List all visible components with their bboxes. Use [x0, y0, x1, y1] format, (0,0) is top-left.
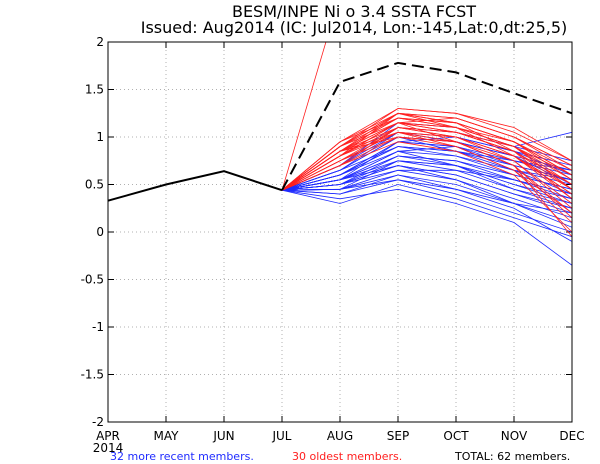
footer-recent-members: 32 more recent members. — [110, 450, 254, 463]
oldest-member-line — [281, 122, 572, 191]
recent-member-line — [281, 141, 572, 191]
observed-line — [107, 170, 283, 202]
footer-oldest-members: 30 oldest members. — [292, 450, 402, 463]
plot-frame — [107, 41, 573, 423]
y-tick-label: -1.5 — [81, 368, 104, 382]
y-tick-label: 1.5 — [85, 83, 104, 97]
recent-member-line — [281, 160, 572, 209]
chart-subtitle: Issued: Aug2014 (IC: Jul2014, Lon:-145,L… — [141, 18, 568, 37]
oldest-member-line — [281, 117, 572, 191]
recent-member-line — [281, 174, 572, 223]
x-axis-ticks: APR MAY JUN JUL AUG SEP OCT NOV DEC 2014 — [93, 42, 585, 455]
recent-member-line — [281, 188, 572, 266]
recent-member-line — [281, 169, 572, 195]
x-tick-label: MAY — [154, 429, 180, 443]
x-tick-label: OCT — [443, 429, 469, 443]
footer-total-members: TOTAL: 62 members. — [454, 450, 570, 463]
x-tick-label: JUL — [271, 429, 291, 443]
y-tick-label: -0.5 — [81, 273, 104, 287]
oldest-member-line — [281, 127, 572, 200]
y-axis-ticks: 2 1.5 1 0.5 0 -0.5 -1 -1.5 -2 — [81, 35, 572, 429]
series — [107, 42, 573, 266]
x-tick-label: SEP — [387, 429, 409, 443]
x-tick-label: JUN — [212, 429, 234, 443]
chart-title: BESM/INPE Ni o 3.4 SSTA FCST — [232, 2, 476, 21]
oldest-member-line — [281, 131, 572, 191]
x-tick-label: APR — [96, 429, 120, 443]
y-tick-label: 1 — [96, 130, 104, 144]
y-tick-label: 0 — [96, 225, 104, 239]
x-tick-label: AUG — [327, 429, 353, 443]
oldest-member-line — [281, 112, 572, 191]
y-tick-label: -2 — [92, 415, 104, 429]
ensemble-mean-line — [281, 61, 573, 191]
y-tick-label: 2 — [96, 35, 104, 49]
x-year-label: 2014 — [93, 441, 124, 455]
x-tick-label: DEC — [559, 429, 584, 443]
y-tick-label: 0.5 — [85, 178, 104, 192]
y-tick-label: -1 — [92, 320, 104, 334]
recent-member-line — [281, 184, 572, 238]
x-tick-label: NOV — [501, 429, 528, 443]
recent-member-line — [281, 150, 572, 200]
grid — [108, 42, 572, 422]
